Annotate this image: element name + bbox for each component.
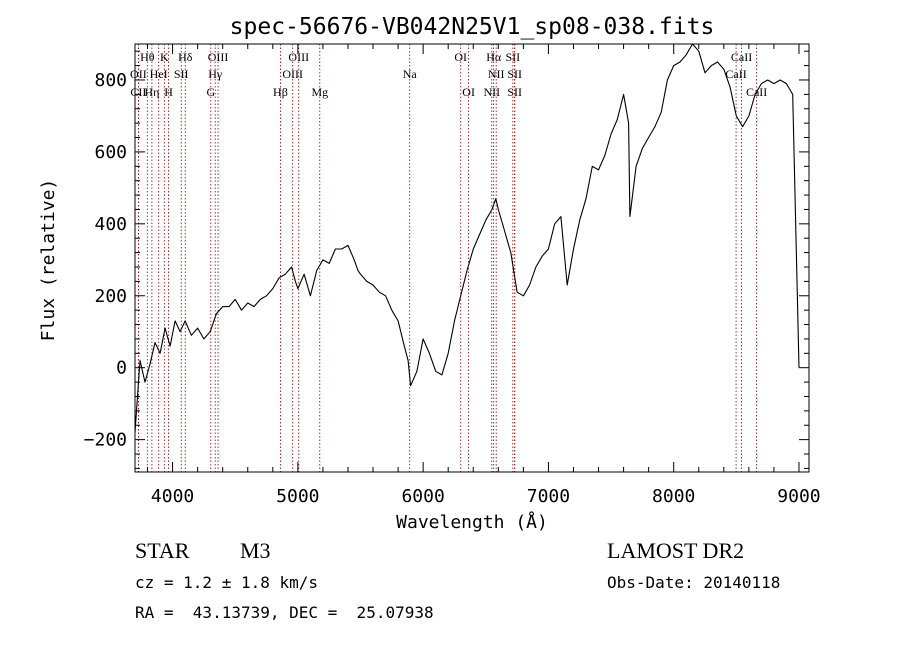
marker-label-2: CII bbox=[130, 85, 146, 99]
marker-label-14: Hβ bbox=[273, 85, 288, 99]
marker-label-18: OI bbox=[462, 85, 475, 99]
redshift-cz: cz = 1.2 ± 1.8 km/s bbox=[135, 573, 319, 592]
observation-date: Obs-Date: 20140118 bbox=[607, 573, 781, 592]
marker-label-6: H bbox=[164, 85, 173, 99]
marker-label-21: NII bbox=[488, 67, 505, 81]
marker-label-15: Mg bbox=[311, 85, 328, 99]
spectrum-line bbox=[134, 43, 800, 433]
chart-title: spec-56676-VB042N25V1_sp08-038.fits bbox=[230, 14, 715, 40]
x-tick-label: 4000 bbox=[151, 486, 194, 507]
marker-label-13: OIII bbox=[282, 67, 303, 81]
marker-label-8: SII bbox=[174, 67, 189, 81]
y-tick-label: 0 bbox=[116, 358, 127, 379]
x-tick-labels: 4000 5000 6000 7000 8000 9000 bbox=[151, 486, 821, 507]
marker-label-1: OII bbox=[130, 67, 147, 81]
marker-label-17: OI bbox=[454, 50, 467, 64]
y-axis-label: Flux (relative) bbox=[38, 179, 59, 342]
marker-label-7: Hδ bbox=[178, 50, 193, 64]
x-tick-label: 7000 bbox=[527, 486, 570, 507]
marker-label-3: Hη bbox=[144, 85, 159, 99]
marker-label-11: G bbox=[206, 85, 215, 99]
x-tick-label: 9000 bbox=[777, 486, 820, 507]
marker-label-9: OIII bbox=[208, 50, 229, 64]
survey-name: LAMOST DR2 bbox=[607, 538, 745, 563]
marker-label-12: OIII bbox=[288, 50, 309, 64]
marker-label-4: K bbox=[160, 50, 169, 64]
marker-label-26: CaII bbox=[725, 67, 746, 81]
y-tick-label: 600 bbox=[94, 142, 127, 163]
object-class: STAR bbox=[135, 538, 190, 563]
y-tick-labels: −200 0 200 400 600 800 bbox=[84, 70, 127, 451]
marker-label-24: SII bbox=[507, 85, 522, 99]
marker-label-25: CaII bbox=[731, 50, 752, 64]
y-tick-label: −200 bbox=[84, 430, 127, 451]
ra-dec-coordinates: RA = 43.13739, DEC = 25.07938 bbox=[135, 603, 434, 622]
x-tick-label: 6000 bbox=[401, 486, 444, 507]
marker-label-10: Hγ bbox=[208, 67, 223, 81]
x-tick-label: 8000 bbox=[652, 486, 695, 507]
marker-label-5: HeI bbox=[150, 67, 168, 81]
y-tick-label: 200 bbox=[94, 286, 127, 307]
marker-label-23: NII bbox=[483, 85, 500, 99]
axis-ticks bbox=[135, 44, 809, 472]
object-subclass: M3 bbox=[240, 538, 271, 563]
y-tick-label: 400 bbox=[94, 214, 127, 235]
y-tick-label: 800 bbox=[94, 70, 127, 91]
marker-label-0: Hθ bbox=[140, 50, 155, 64]
plot-frame bbox=[134, 43, 810, 473]
marker-label-20: SII bbox=[506, 50, 521, 64]
marker-label-19: Hα bbox=[486, 50, 502, 64]
marker-label-22: SII bbox=[507, 67, 522, 81]
marker-label-16: Na bbox=[403, 67, 418, 81]
x-tick-label: 5000 bbox=[276, 486, 319, 507]
x-axis-label: Wavelength (Å) bbox=[396, 511, 548, 533]
